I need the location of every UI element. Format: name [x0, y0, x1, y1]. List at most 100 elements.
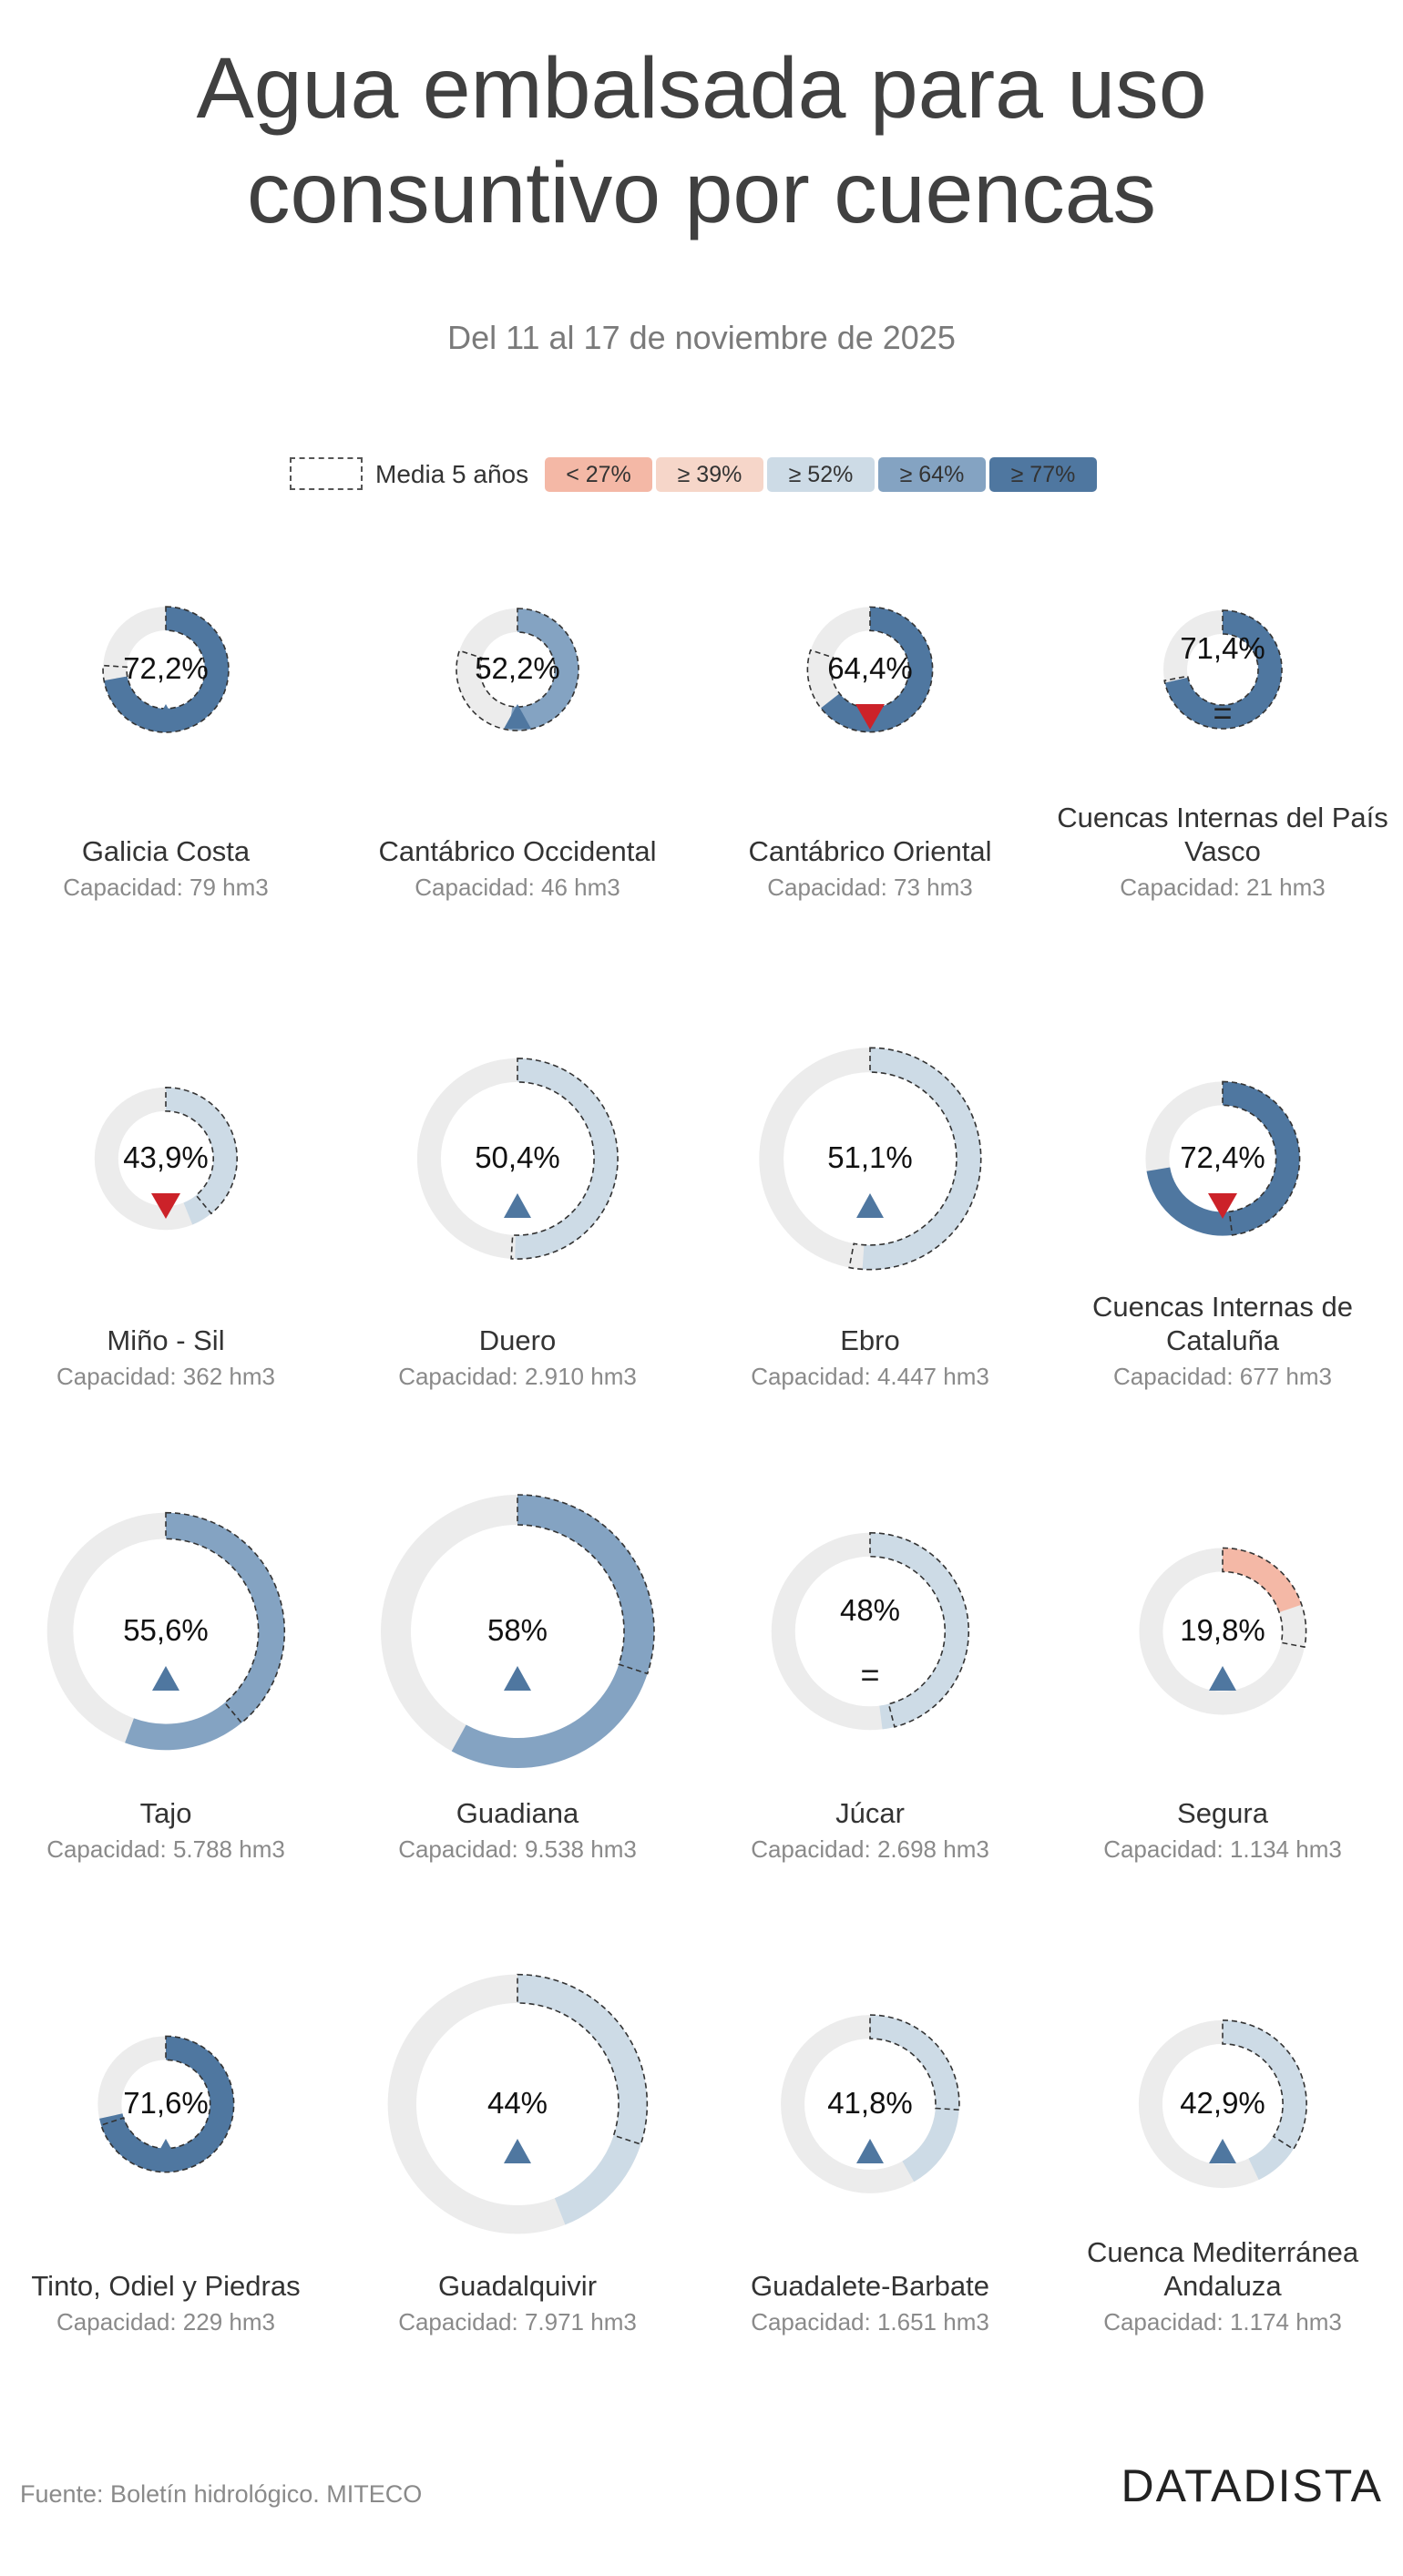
donut-avg5-outline [456, 608, 579, 731]
chart-title-line-2: consuntivo por cuencas [246, 145, 1157, 241]
trend-up-icon [504, 2139, 531, 2163]
trend-up-icon [504, 704, 531, 729]
basin-name: Cuenca Mediterránea Andaluza [1086, 2236, 1359, 2302]
donut-value-arc [862, 1048, 981, 1270]
donut-value-arc [517, 1974, 648, 2225]
trend-equal-icon: = [1213, 694, 1233, 731]
donut-pct-label: 71,6% [123, 2086, 209, 2120]
donut-avg5-outline [1163, 609, 1283, 730]
trend-up-icon [1209, 1666, 1236, 1691]
donut-avg5-outline [1222, 2019, 1307, 2151]
basin-capacity: Capacidad: 73 hm3 [767, 874, 973, 901]
basin-name: Cantábrico Occidental [378, 835, 657, 867]
donut-avg5-outline [100, 2035, 235, 2173]
brand-logo: DATADISTA [1121, 2460, 1383, 2511]
donut-6 [416, 1058, 619, 1260]
basin-capacity: Capacidad: 4.447 hm3 [751, 1363, 989, 1390]
basin-name: Segura [1177, 1797, 1268, 1829]
legend-media-label: Media 5 años [375, 460, 529, 488]
donut-4 [1163, 609, 1283, 730]
legend-bin-4: ≥ 64% [878, 457, 986, 492]
donut-value-arc [1146, 1081, 1300, 1236]
basin-capacity: Capacidad: 21 hm3 [1120, 874, 1326, 901]
basin-name: Duero [478, 1324, 557, 1356]
donut-11 [771, 1531, 970, 1731]
basin-name: Cuencas Internas del País Vasco [1057, 802, 1388, 867]
source-note: Fuente: Boletín hidrológico. MITECO [20, 2480, 423, 2508]
basin-name: Tajo [139, 1797, 192, 1829]
basin-capacity: Capacidad: 5.788 hm3 [46, 1835, 285, 1863]
legend-media-swatch [290, 457, 363, 490]
donut-value-arc [451, 1495, 654, 1768]
donut-value-arc [104, 607, 229, 732]
donut-pct-label: 55,6% [123, 1613, 209, 1647]
donut-avg5-outline [848, 1047, 982, 1271]
basin-name: Guadalquivir [437, 2270, 598, 2302]
basin-name: Miño - Sil [107, 1324, 225, 1356]
donut-value-arc [165, 1087, 238, 1225]
donut-avg5-outline [510, 1058, 619, 1260]
donut-pct-label: 52,2% [475, 651, 560, 685]
basin-capacity: Capacidad: 2.698 hm3 [751, 1835, 989, 1863]
donut-avg5-outline [165, 1087, 238, 1215]
donut-3 [806, 606, 934, 733]
basin-capacity: Capacidad: 7.971 hm3 [398, 2308, 637, 2336]
donut-1 [102, 606, 230, 733]
chart-subtitle: Del 11 al 17 de noviembre de 2025 [447, 319, 956, 356]
donut-pct-label: 41,8% [827, 2086, 913, 2120]
legend-bin-5: ≥ 77% [989, 457, 1097, 492]
donut-pct-label: 50,4% [475, 1140, 560, 1174]
donut-8 [1145, 1080, 1301, 1236]
basin-capacity: Capacidad: 1.651 hm3 [751, 2308, 989, 2336]
donut-avg5-outline [806, 606, 934, 733]
donut-10 [381, 1494, 655, 1768]
donut-7 [759, 1047, 982, 1271]
donut-pct-label: 58% [486, 1613, 548, 1647]
donut-value-arc [821, 607, 933, 732]
trend-down-icon [151, 1193, 180, 1219]
legend-bin-1: < 27% [545, 457, 652, 492]
chart-title-line-1: Agua embalsada para uso [196, 40, 1207, 137]
donut-value-arc [1222, 1548, 1302, 1613]
donut-pct-label: 43,9% [123, 1140, 209, 1174]
trend-up-icon [152, 1666, 179, 1691]
basin-name: Galicia Costa [81, 835, 251, 867]
donut-13 [97, 2035, 235, 2173]
donut-value-arc [99, 2036, 234, 2172]
donut-16 [1138, 2019, 1307, 2189]
donut-pct-label: 44% [486, 2086, 548, 2120]
donut-value-arc [1164, 610, 1282, 729]
donut-14 [387, 1973, 649, 2234]
donut-12 [1139, 1547, 1307, 1715]
trend-up-icon [152, 704, 179, 729]
trend-up-icon [856, 1193, 884, 1218]
basin-name: Ebro [840, 1324, 900, 1356]
donut-pct-label: 64,4% [827, 651, 913, 685]
basin-capacity: Capacidad: 9.538 hm3 [398, 1835, 637, 1863]
trend-down-icon [855, 704, 885, 730]
basin-name: Guadalete-Barbate [751, 2270, 989, 2302]
trend-up-icon [856, 2139, 884, 2163]
legend: Media 5 años < 27% ≥ 39% ≥ 52% ≥ 64% ≥ 7… [0, 457, 1403, 494]
trend-up-icon [504, 1666, 531, 1691]
basin-name: Tinto, Odiel y Piedras [31, 2270, 301, 2302]
trend-up-icon [504, 1193, 531, 1218]
basin-name: Cantábrico Oriental [748, 835, 992, 867]
donut-pct-label: 48% [839, 1593, 901, 1627]
donut-2 [456, 608, 579, 731]
basin-capacity: Capacidad: 79 hm3 [63, 874, 269, 901]
donut-value-arc [125, 1512, 285, 1751]
trend-up-icon [152, 2139, 179, 2163]
donut-9 [46, 1511, 286, 1751]
chart-title: Agua embalsada para uso consuntivo por c… [0, 36, 1403, 246]
donut-avg5-outline [517, 1494, 655, 1675]
donut-avg5-outline [517, 1973, 649, 2145]
basin-capacity: Capacidad: 229 hm3 [56, 2308, 275, 2336]
donut-value-arc [1222, 2019, 1307, 2181]
basin-name: Júcar [835, 1797, 905, 1829]
donut-5 [94, 1087, 238, 1231]
legend-bin-2: ≥ 39% [656, 457, 763, 492]
donut-value-arc [508, 608, 579, 731]
